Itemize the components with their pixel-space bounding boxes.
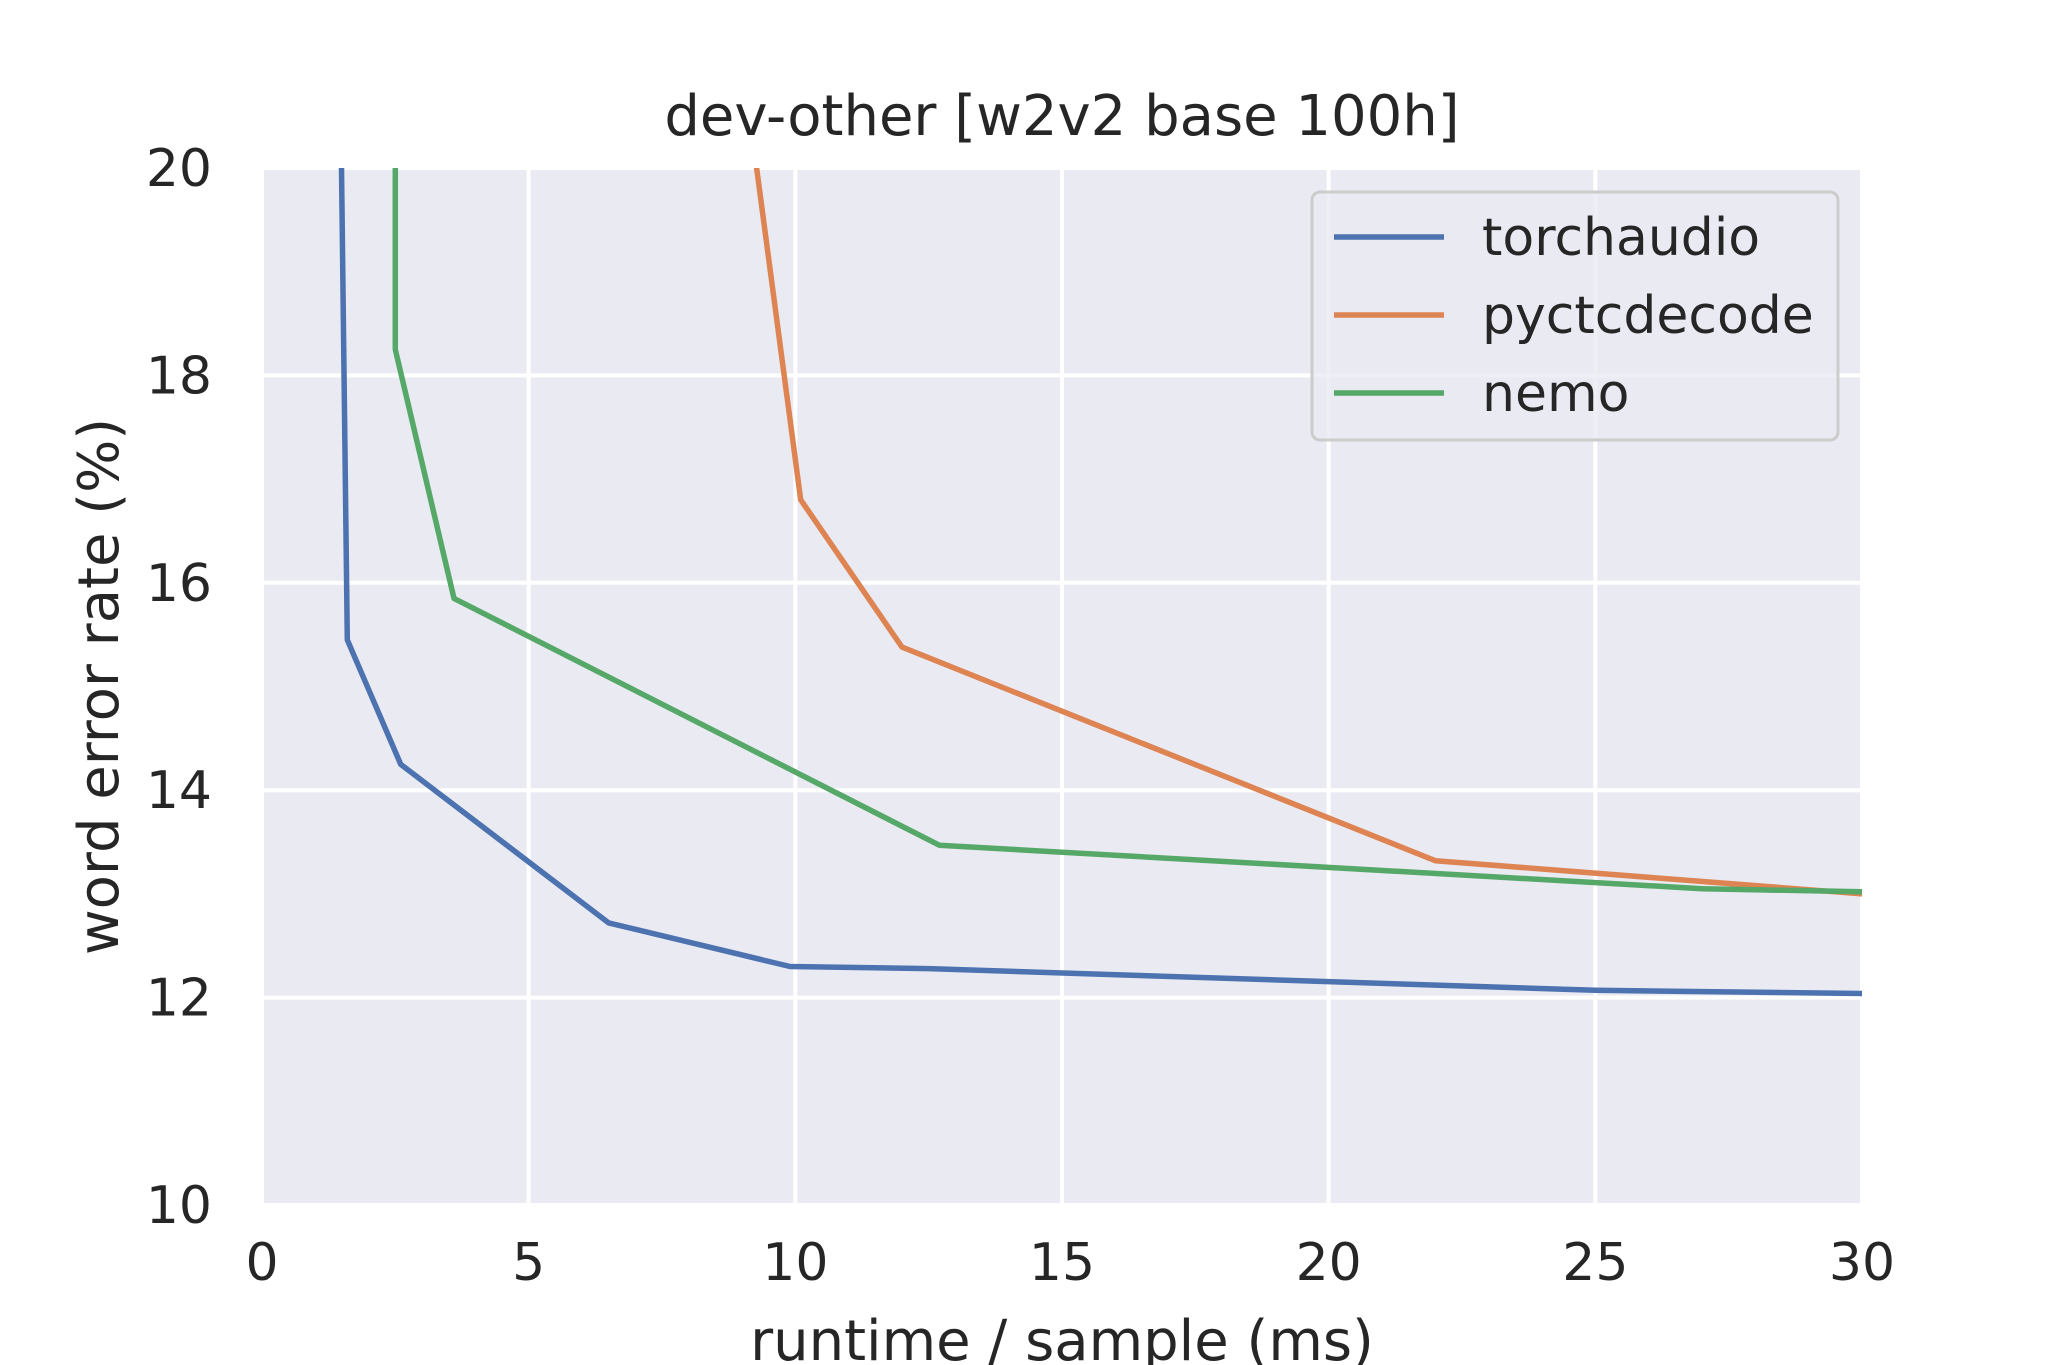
y-tick-label: 12 xyxy=(146,969,212,1029)
y-tick-label: 10 xyxy=(146,1176,212,1236)
y-tick-label: 16 xyxy=(146,554,212,614)
y-axis-label: word error rate (%) xyxy=(67,418,132,955)
y-tick-label: 20 xyxy=(146,139,212,199)
x-axis-label: runtime / sample (ms) xyxy=(750,1309,1374,1365)
x-tick-label: 0 xyxy=(245,1233,278,1293)
x-tick-label: 20 xyxy=(1296,1233,1362,1293)
series-lines xyxy=(338,168,1862,997)
y-tick-label: 18 xyxy=(146,346,212,406)
legend-label-torchaudio: torchaudio xyxy=(1482,208,1760,268)
series-line-nemo xyxy=(392,168,1862,895)
chart-title: dev-other [w2v2 base 100h] xyxy=(664,84,1459,149)
legend-label-pyctcdecode: pyctcdecode xyxy=(1482,286,1814,346)
legend: torchaudio pyctcdecode nemo xyxy=(1310,190,1840,442)
x-tick-label: 10 xyxy=(762,1233,828,1293)
y-tick-label: 14 xyxy=(146,761,212,821)
axis-ticks: 0 5 10 15 20 25 30 10 12 14 16 18 20 xyxy=(146,139,1895,1293)
series-line-torchaudio xyxy=(338,168,1862,997)
x-tick-label: 30 xyxy=(1829,1233,1895,1293)
x-tick-label: 25 xyxy=(1562,1233,1628,1293)
legend-label-nemo: nemo xyxy=(1482,364,1629,424)
x-tick-label: 5 xyxy=(512,1233,545,1293)
legend-frame xyxy=(1310,190,1840,442)
grid-lines xyxy=(260,166,1864,1207)
x-tick-label: 15 xyxy=(1029,1233,1095,1293)
series-line-pyctcdecode xyxy=(753,168,1862,897)
